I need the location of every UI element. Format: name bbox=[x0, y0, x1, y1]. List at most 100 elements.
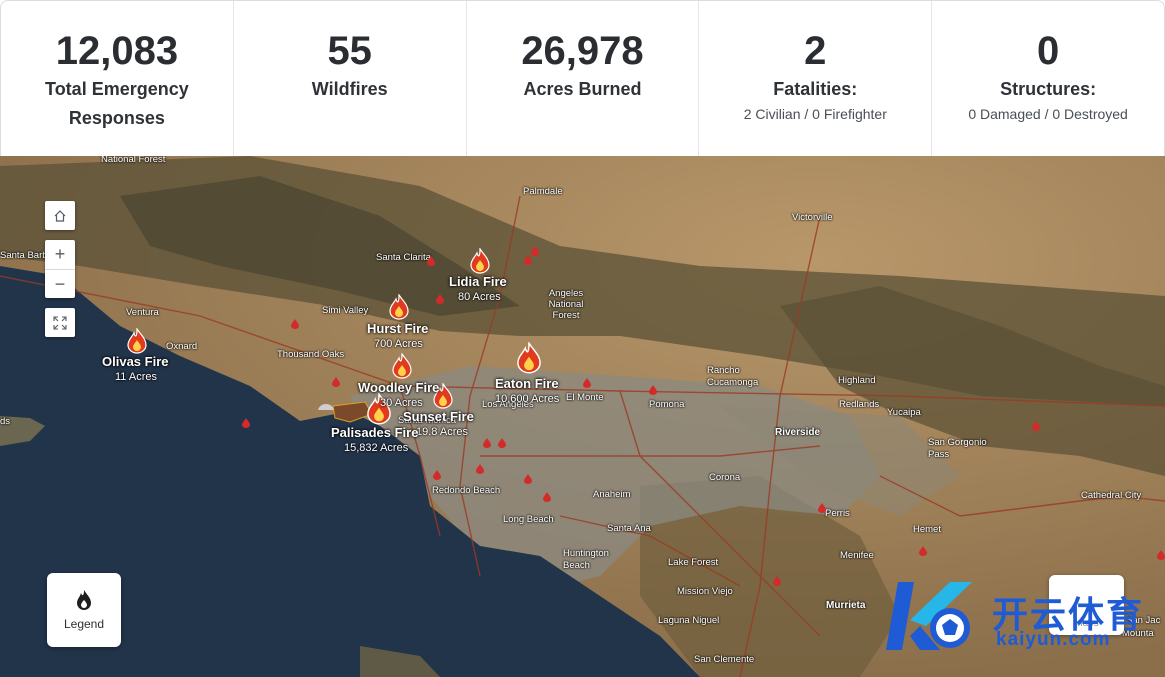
incident-marker-icon[interactable] bbox=[583, 378, 591, 388]
place-label: Redlands bbox=[839, 399, 880, 410]
stat-wildfires: 55 Wildfires bbox=[234, 1, 467, 156]
fire-marker-icon[interactable] bbox=[432, 383, 454, 409]
fire-label-woodley[interactable]: Woodley Fire bbox=[358, 380, 440, 395]
incident-marker-icon[interactable] bbox=[242, 418, 250, 428]
home-control bbox=[45, 201, 75, 230]
satellite-basemap bbox=[0, 156, 1165, 677]
incident-marker-icon[interactable] bbox=[524, 474, 532, 484]
fire-acres-olivas: 11 Acres bbox=[115, 371, 157, 383]
place-label: Anaheim bbox=[593, 489, 631, 500]
stat-label: Acres Burned bbox=[523, 79, 642, 99]
place-label: Santa Monica bbox=[398, 415, 457, 426]
home-icon bbox=[54, 209, 66, 222]
fire-marker-icon[interactable] bbox=[391, 353, 413, 379]
place-label: Hemet bbox=[913, 524, 941, 535]
place-label: ds bbox=[0, 416, 11, 427]
place-label: Perris bbox=[825, 508, 850, 519]
watermark-en-text: kaiyun.com bbox=[996, 629, 1111, 650]
fire-marker-icon[interactable] bbox=[388, 294, 410, 320]
basemap-toggle-label: Maps bbox=[1074, 618, 1099, 629]
incident-marker-icon[interactable] bbox=[773, 576, 781, 586]
place-label: San Jac bbox=[1126, 615, 1161, 626]
zoom-control: + − bbox=[45, 240, 75, 298]
stat-value: 0 bbox=[1036, 29, 1060, 73]
fire-acres-eaton: 10,600 Acres bbox=[495, 393, 560, 405]
stat-label: Structures: bbox=[1000, 79, 1097, 99]
fire-label-eaton[interactable]: Eaton Fire bbox=[495, 376, 559, 391]
incident-marker-icon[interactable] bbox=[332, 377, 340, 387]
place-label: Rancho Cucamonga bbox=[707, 365, 759, 388]
incident-marker-icon[interactable] bbox=[427, 256, 435, 266]
incident-marker-icon[interactable] bbox=[436, 294, 444, 304]
place-label: Thousand Oaks bbox=[277, 349, 345, 360]
stat-structures: 0 Structures: 0 Damaged / 0 Destroyed bbox=[932, 1, 1164, 156]
stat-value: 26,978 bbox=[521, 29, 644, 73]
place-label: Cathedral City bbox=[1081, 490, 1142, 501]
flame-icon bbox=[77, 590, 91, 610]
place-label: Huntington Beach bbox=[563, 548, 609, 571]
fire-label-palisades[interactable]: Palisades Fire bbox=[331, 425, 419, 440]
place-label: Santa Clarita bbox=[376, 252, 431, 263]
fire-map[interactable]: National Forest Palmdale Victorville San… bbox=[0, 156, 1165, 677]
incident-marker-icon[interactable] bbox=[531, 246, 539, 256]
fire-label-hurst[interactable]: Hurst Fire bbox=[367, 321, 429, 336]
incident-marker-icon[interactable] bbox=[433, 470, 441, 480]
place-label: Highland bbox=[838, 375, 876, 386]
incident-marker-icon[interactable] bbox=[1032, 421, 1040, 431]
fire-marker-icon[interactable] bbox=[365, 393, 393, 425]
home-button[interactable] bbox=[45, 201, 75, 230]
place-label: San Gorgonio Pass bbox=[928, 437, 987, 460]
watermark-logo: 开云体育 kaiyun.com bbox=[880, 576, 1165, 656]
incident-marker-icon[interactable] bbox=[524, 255, 532, 265]
zoom-out-button[interactable]: − bbox=[45, 269, 75, 298]
incident-marker-icon[interactable] bbox=[543, 492, 551, 502]
stat-value: 12,083 bbox=[55, 29, 179, 73]
place-label: Angeles National Forest bbox=[548, 288, 584, 321]
stat-label: Wildfires bbox=[311, 79, 388, 99]
place-label: Los Angeles bbox=[482, 399, 534, 410]
place-label: Murrieta bbox=[826, 600, 866, 611]
incident-marker-icon[interactable] bbox=[818, 503, 826, 513]
incident-marker-icon[interactable] bbox=[291, 319, 299, 329]
place-label: Laguna Niguel bbox=[658, 615, 720, 626]
fire-label-sunset[interactable]: Sunset Fire bbox=[403, 409, 474, 424]
incident-marker-icon[interactable] bbox=[498, 438, 506, 448]
incident-marker-icon[interactable] bbox=[1157, 550, 1165, 560]
place-label: Palmdale bbox=[523, 186, 563, 197]
fullscreen-icon bbox=[53, 315, 67, 330]
place-label: Simi Valley bbox=[322, 305, 369, 316]
incident-marker-icon[interactable] bbox=[649, 385, 657, 395]
fire-marker-icon[interactable] bbox=[469, 248, 491, 274]
basemap-toggle-button[interactable]: Maps bbox=[1049, 575, 1124, 635]
fire-label-olivas[interactable]: Olivas Fire bbox=[102, 354, 169, 369]
incident-marker-icon[interactable] bbox=[919, 546, 927, 556]
place-label: Ventura bbox=[126, 307, 159, 318]
fire-marker-icon[interactable] bbox=[126, 328, 148, 354]
place-label: Santa Ana bbox=[607, 523, 651, 534]
zoom-in-button[interactable]: + bbox=[54, 244, 66, 264]
fire-acres-palisades: 15,832 Acres bbox=[344, 442, 409, 454]
stat-total-emergency-responses: 12,083 Total Emergency Responses bbox=[1, 1, 234, 156]
fire-acres-woodley: 30 Acres bbox=[380, 397, 423, 409]
place-label: Mounta bbox=[1122, 628, 1154, 639]
place-label: Corona bbox=[709, 472, 741, 483]
fullscreen-control bbox=[45, 308, 75, 337]
stat-fatalities: 2 Fatalities: 2 Civilian / 0 Firefighter bbox=[699, 1, 933, 156]
place-label: El Monte bbox=[566, 392, 604, 403]
stat-sub: 0 Damaged / 0 Destroyed bbox=[968, 106, 1128, 122]
watermark-cn-text: 开云体育 bbox=[992, 595, 1145, 636]
incident-marker-icon[interactable] bbox=[476, 464, 484, 474]
place-label: Long Beach bbox=[503, 514, 554, 525]
fire-acres-lidia: 80 Acres bbox=[458, 291, 501, 303]
legend-button[interactable]: Legend bbox=[47, 573, 121, 647]
place-label: National Forest bbox=[101, 156, 166, 165]
place-label: Oxnard bbox=[166, 341, 198, 352]
place-label: Riverside bbox=[775, 427, 821, 438]
fire-marker-icon[interactable] bbox=[515, 342, 543, 374]
fire-label-lidia[interactable]: Lidia Fire bbox=[449, 274, 507, 289]
stat-label: Fatalities: bbox=[773, 79, 858, 99]
place-label: Yucaipa bbox=[887, 407, 921, 418]
incident-marker-icon[interactable] bbox=[483, 438, 491, 448]
stat-sub: 2 Civilian / 0 Firefighter bbox=[743, 106, 887, 122]
fullscreen-button[interactable] bbox=[45, 308, 75, 337]
